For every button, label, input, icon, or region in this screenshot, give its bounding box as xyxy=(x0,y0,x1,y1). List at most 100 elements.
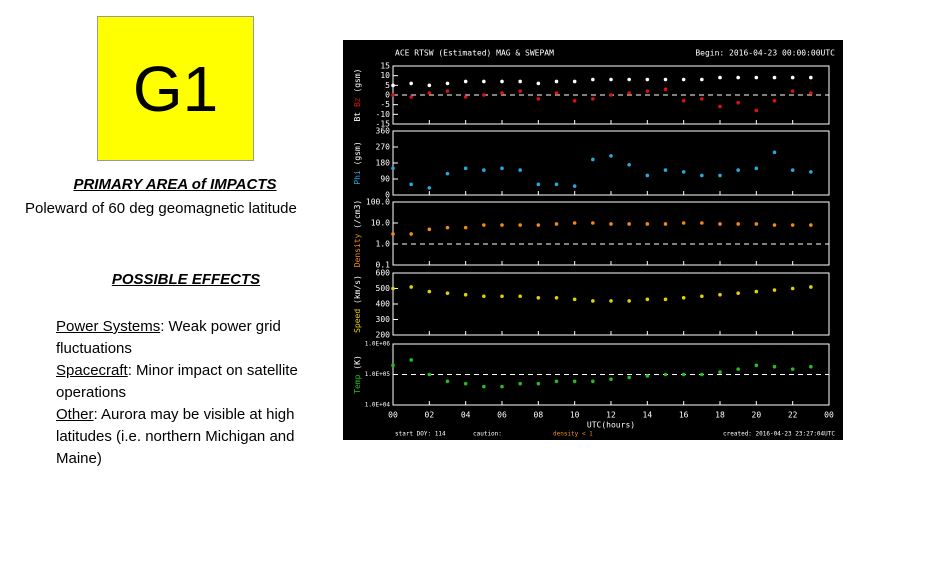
data-point xyxy=(445,81,450,86)
data-point xyxy=(627,375,631,380)
data-point xyxy=(391,166,395,171)
data-point xyxy=(518,223,522,227)
chart-background xyxy=(343,40,843,440)
data-point xyxy=(700,221,704,225)
data-point xyxy=(427,91,432,95)
x-tick-label: 22 xyxy=(788,411,798,420)
legend-entry: Temp xyxy=(353,374,362,393)
data-point xyxy=(427,186,432,190)
data-point xyxy=(536,296,541,300)
y-axis-unit: (gsm) xyxy=(353,141,362,165)
y-axis-label: Temp (K) xyxy=(353,355,362,394)
x-tick-label: 00 xyxy=(388,411,398,420)
data-point xyxy=(427,372,432,377)
impact-text: Poleward of 60 deg geomagnetic latitude xyxy=(25,200,297,217)
data-point xyxy=(681,99,686,103)
effects-list: Power Systems: Weak power grid fluctuati… xyxy=(56,316,321,470)
legend-entry: Speed xyxy=(353,309,362,333)
data-point xyxy=(554,79,559,84)
footer-created: created: 2016-04-23 23:27:04UTC xyxy=(723,431,835,438)
data-point xyxy=(663,372,668,377)
data-point xyxy=(391,83,395,88)
data-point xyxy=(427,83,432,88)
data-point xyxy=(809,75,813,80)
y-tick-label: 10.0 xyxy=(371,219,390,228)
data-point xyxy=(409,81,413,86)
y-axis-label: Density (/cm3) xyxy=(353,200,362,267)
footer-caution: caution: xyxy=(473,431,502,438)
data-point xyxy=(500,91,504,95)
data-point xyxy=(463,166,468,171)
data-point xyxy=(736,367,740,371)
data-point xyxy=(609,77,613,82)
x-tick-label: 12 xyxy=(606,411,616,420)
data-point xyxy=(736,100,740,105)
data-point xyxy=(482,93,486,97)
data-point xyxy=(500,223,504,227)
data-point xyxy=(536,97,541,101)
data-point xyxy=(736,222,740,226)
data-point xyxy=(754,289,759,294)
data-point xyxy=(500,384,504,389)
data-point xyxy=(609,154,613,158)
y-tick-label: 400 xyxy=(376,300,391,309)
data-point xyxy=(482,79,486,84)
data-point xyxy=(772,288,777,292)
data-point xyxy=(700,97,704,101)
data-point xyxy=(809,170,813,174)
data-point xyxy=(463,79,468,84)
data-point xyxy=(554,296,559,300)
y-tick-label: 10 xyxy=(380,71,390,80)
data-point xyxy=(427,289,432,294)
data-point xyxy=(736,168,740,172)
data-point xyxy=(500,294,504,299)
effect-label: Other xyxy=(56,406,94,423)
data-point xyxy=(482,168,486,172)
data-point xyxy=(536,81,541,86)
x-tick-label: 18 xyxy=(715,411,725,420)
data-point xyxy=(445,291,450,295)
data-point xyxy=(591,157,595,162)
data-point xyxy=(409,358,413,362)
y-axis-unit: (/cm3) xyxy=(353,200,362,229)
data-point xyxy=(718,222,722,226)
data-point xyxy=(500,166,504,171)
data-point xyxy=(809,91,813,95)
data-point xyxy=(591,221,595,225)
begin-time: Begin: 2016-04-23 00:00:00UTC xyxy=(695,49,835,58)
data-point xyxy=(700,77,704,82)
data-point xyxy=(463,292,468,297)
y-tick-label: 200 xyxy=(376,331,391,340)
effects-heading: POSSIBLE EFFECTS xyxy=(111,271,261,288)
data-point xyxy=(518,79,522,84)
data-point xyxy=(754,166,759,171)
data-point xyxy=(790,367,795,371)
effect: Power Systems: Weak power grid fluctuati… xyxy=(56,316,321,360)
y-tick-label: -5 xyxy=(380,100,390,109)
y-tick-label: 300 xyxy=(376,315,391,324)
data-point xyxy=(809,285,813,289)
data-point xyxy=(518,294,522,299)
data-point xyxy=(463,381,468,386)
data-point xyxy=(754,363,759,368)
x-tick-label: 06 xyxy=(497,411,507,420)
data-point xyxy=(645,374,650,378)
x-tick-label: 16 xyxy=(679,411,689,420)
data-point xyxy=(663,297,668,302)
legend-entry: Bt xyxy=(353,112,362,122)
data-point xyxy=(391,363,395,368)
data-point xyxy=(645,173,650,178)
legend-entry: Density xyxy=(353,233,362,267)
data-point xyxy=(681,296,686,300)
data-point xyxy=(572,297,577,302)
data-point xyxy=(482,384,486,389)
effect: Other: Aurora may be visible at high lat… xyxy=(56,404,321,470)
y-tick-label: 500 xyxy=(376,284,391,293)
y-axis-label: Phi (gsm) xyxy=(353,141,362,184)
x-tick-label: 14 xyxy=(643,411,653,420)
data-point xyxy=(700,294,704,299)
data-point xyxy=(445,225,450,230)
data-point xyxy=(518,168,522,172)
data-point xyxy=(591,299,595,303)
data-point xyxy=(663,222,668,226)
